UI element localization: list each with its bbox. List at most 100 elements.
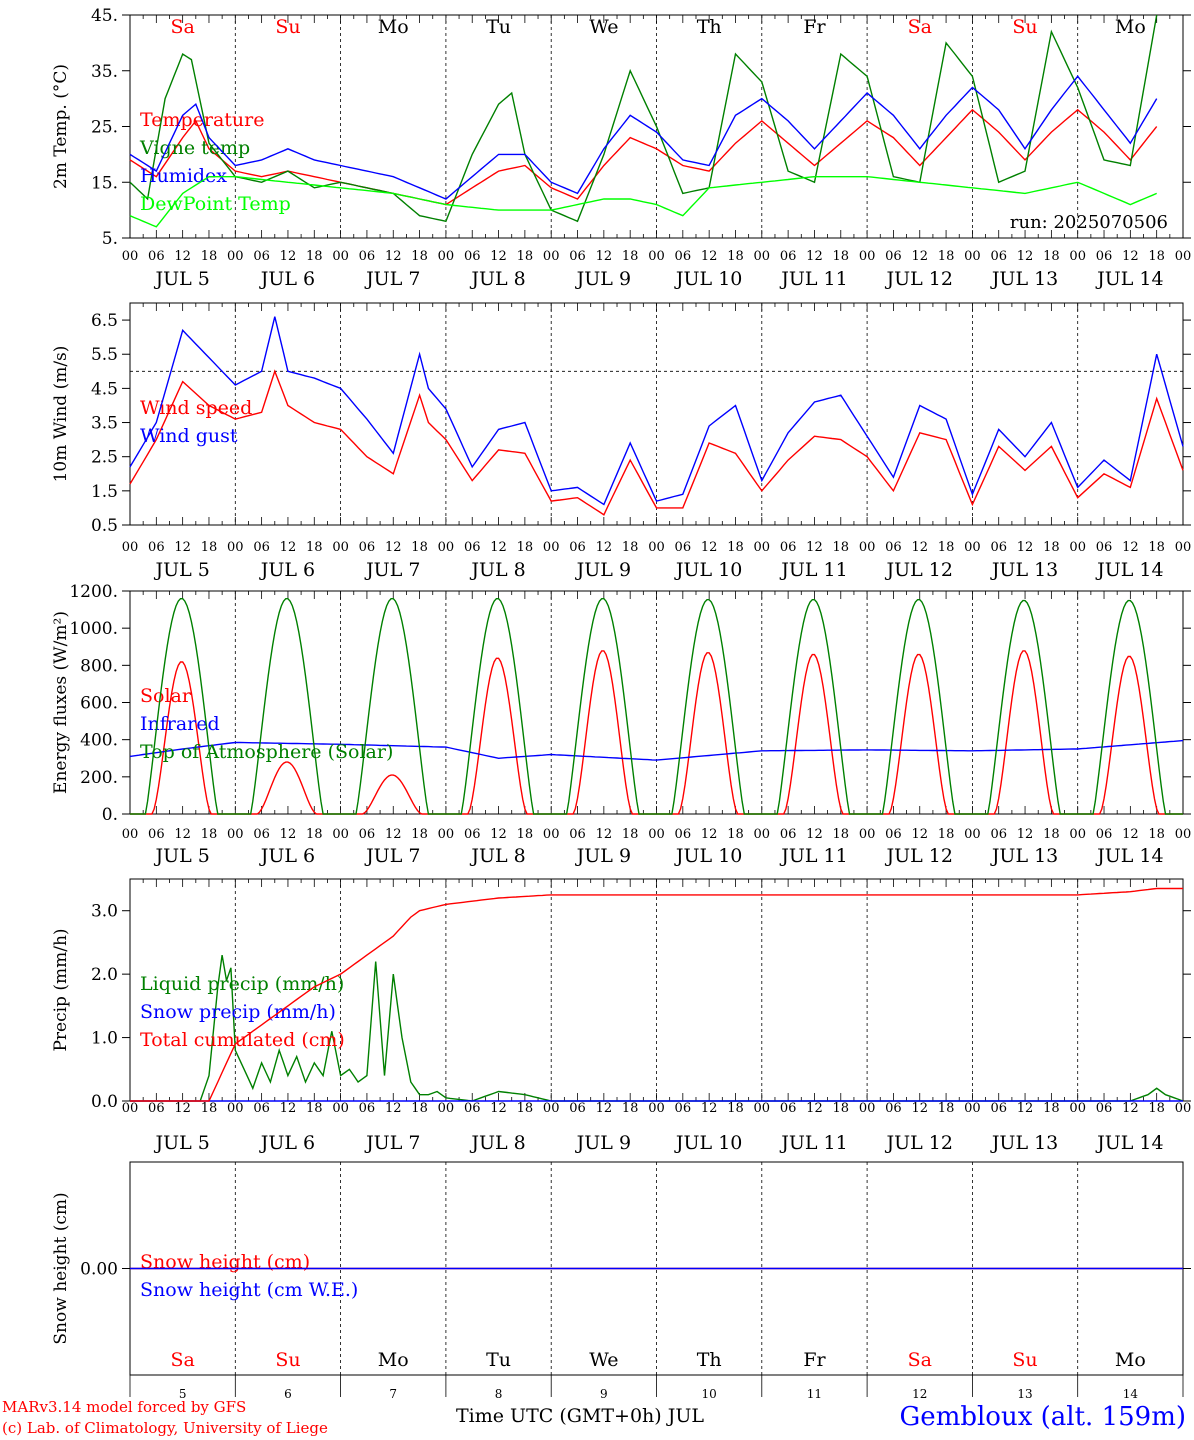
x-hour-label: 18 xyxy=(1043,540,1060,555)
y-tick-label: 0.5 xyxy=(91,516,118,536)
weekday-label-top: Su xyxy=(1012,16,1037,38)
x-date-label: JUL 8 xyxy=(469,1132,525,1154)
x-hour-label: 00 xyxy=(754,827,771,842)
x-hour-label: 06 xyxy=(780,827,797,842)
x-hour-label: 18 xyxy=(622,1101,639,1116)
x-hour-label: 00 xyxy=(859,1101,876,1116)
x-hour-label: 06 xyxy=(780,540,797,555)
x-hour-label: 00 xyxy=(543,540,560,555)
x-date-label: JUL 10 xyxy=(674,559,742,581)
x-hour-label: 12 xyxy=(701,1101,718,1116)
x-date-label: JUL 13 xyxy=(990,845,1058,867)
series-line xyxy=(129,739,1184,761)
x-hour-label: 12 xyxy=(596,1101,613,1116)
y-tick-label: 2.5 xyxy=(91,448,118,468)
x-hour-label: 12 xyxy=(280,1101,297,1116)
y-axis-title: 2m Temp. (°C) xyxy=(51,64,71,189)
x-hour-label: 12 xyxy=(385,540,402,555)
x-hour-label: 06 xyxy=(885,540,902,555)
day-number: 5 xyxy=(179,1387,187,1401)
x-hour-label: 18 xyxy=(1148,827,1165,842)
x-hour-label: 00 xyxy=(859,540,876,555)
x-hour-label: 18 xyxy=(727,540,744,555)
x-date-label: JUL 11 xyxy=(779,559,847,581)
weekday-label-top: Fr xyxy=(803,16,826,38)
day-number: 10 xyxy=(702,1387,717,1401)
legend-entry: Total cumulated (cm) xyxy=(140,1029,345,1051)
x-hour-label: 18 xyxy=(306,1101,323,1116)
x-hour-label: 06 xyxy=(990,827,1007,842)
x-hour-label: 06 xyxy=(464,540,481,555)
weekday-label-top: Sa xyxy=(170,16,194,38)
x-hour-label: 12 xyxy=(1122,540,1139,555)
x-hour-label: 12 xyxy=(911,827,928,842)
x-date-label: JUL 7 xyxy=(364,845,420,867)
y-tick-label: 2.0 xyxy=(91,965,118,985)
x-date-label: JUL 11 xyxy=(779,1132,847,1154)
y-tick-label: 0.00 xyxy=(80,1260,118,1280)
x-hour-label: 00 xyxy=(227,827,244,842)
day-number: 8 xyxy=(495,1387,503,1401)
panel-frame xyxy=(129,590,1184,815)
x-hour-label: 12 xyxy=(1122,1101,1139,1116)
legend-entry: Top of Atmosphere (Solar) xyxy=(140,741,393,763)
x-date-label: JUL 5 xyxy=(153,1132,209,1154)
x-hour-label: 12 xyxy=(1017,540,1034,555)
x-hour-label: 12 xyxy=(1017,1101,1034,1116)
x-hour-label: 18 xyxy=(727,1101,744,1116)
x-hour-label: 12 xyxy=(280,249,297,264)
y-tick-label: 45. xyxy=(91,6,118,26)
x-hour-label: 00 xyxy=(438,249,455,264)
x-hour-label: 06 xyxy=(569,1101,586,1116)
x-hour-label: 18 xyxy=(201,249,218,264)
weekday-label-bottom: Fr xyxy=(803,1349,826,1371)
y-tick-label: 3.0 xyxy=(91,902,118,922)
y-tick-label: 1200. xyxy=(69,582,118,602)
x-hour-label: 00 xyxy=(227,540,244,555)
x-hour-label: 12 xyxy=(806,540,823,555)
series-line xyxy=(129,14,1158,223)
x-hour-label: 00 xyxy=(332,1101,349,1116)
day-number: 14 xyxy=(1123,1387,1139,1401)
x-hour-label: 18 xyxy=(833,827,850,842)
y-tick-label: 600. xyxy=(80,694,118,714)
x-hour-label: 06 xyxy=(990,540,1007,555)
x-hour-label: 18 xyxy=(517,827,534,842)
x-hour-label: 18 xyxy=(1148,1101,1165,1116)
x-hour-label: 12 xyxy=(174,540,191,555)
y-tick-label: 1000. xyxy=(69,619,118,639)
x-date-label: JUL 5 xyxy=(153,845,209,867)
x-hour-label: 12 xyxy=(1122,827,1139,842)
y-tick-label: 400. xyxy=(80,731,118,751)
x-hour-label: 06 xyxy=(359,540,376,555)
legend-entry: Snow precip (mm/h) xyxy=(140,1001,336,1023)
x-hour-label: 00 xyxy=(754,1101,771,1116)
x-hour-label: 00 xyxy=(648,249,665,264)
x-hour-label: 00 xyxy=(859,249,876,264)
x-hour-label: 06 xyxy=(569,827,586,842)
x-hour-label: 12 xyxy=(174,827,191,842)
x-hour-label: 18 xyxy=(517,249,534,264)
x-hour-label: 18 xyxy=(1043,1101,1060,1116)
x-hour-label: 06 xyxy=(885,827,902,842)
x-date-label: JUL 7 xyxy=(364,268,420,290)
y-tick-label: 25. xyxy=(91,118,118,138)
x-hour-label: 18 xyxy=(938,249,955,264)
x-hour-label: 06 xyxy=(148,827,165,842)
x-hour-label: 18 xyxy=(938,827,955,842)
x-hour-label: 00 xyxy=(964,249,981,264)
x-hour-label: 18 xyxy=(622,827,639,842)
x-date-label: JUL 10 xyxy=(674,1132,742,1154)
x-hour-label: 12 xyxy=(385,1101,402,1116)
x-hour-label: 00 xyxy=(648,1101,665,1116)
x-hour-label: 06 xyxy=(359,249,376,264)
x-hour-label: 00 xyxy=(754,249,771,264)
x-hour-label: 18 xyxy=(833,249,850,264)
legend-entry: Liquid precip (mm/h) xyxy=(140,973,344,995)
x-hour-label: 00 xyxy=(332,540,349,555)
run-label: run: 2025070506 xyxy=(1010,212,1168,233)
weekday-label-top: We xyxy=(589,16,618,38)
x-hour-label: 00 xyxy=(122,249,139,264)
x-hour-label: 06 xyxy=(990,1101,1007,1116)
x-hour-label: 06 xyxy=(464,1101,481,1116)
